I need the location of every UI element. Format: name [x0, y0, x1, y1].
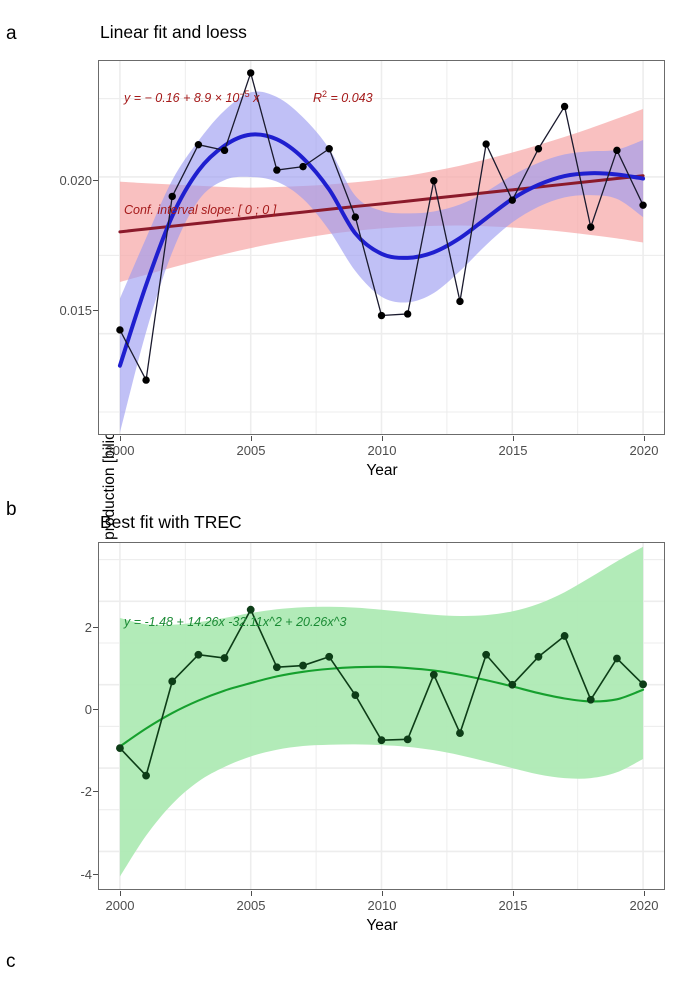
panel-a-xtick-0: 2000	[105, 443, 135, 458]
panel-a-xtickmark-4	[644, 436, 645, 441]
panel-b-xtick-4: 2020	[629, 898, 659, 913]
panel-a-xtick-2: 2010	[367, 443, 397, 458]
panel-a-xtickmark-1	[251, 436, 252, 441]
panel-b-x-axis-label: Year	[366, 917, 398, 934]
panel-a-xtickmark-2	[382, 436, 383, 441]
panel-b-xtickmark-4	[644, 891, 645, 896]
panel-a-xtickmark-0	[120, 436, 121, 441]
panel-b-ytickmark-2	[93, 791, 98, 792]
panel-b-ytick-1: 0	[84, 702, 92, 717]
panel-b-xtick-0: 2000	[105, 898, 135, 913]
panel-a-ytick-0: 0.020	[59, 173, 92, 188]
panel-b-ytickmark-0	[93, 627, 98, 628]
panel-a-ytickmark-1	[93, 310, 98, 311]
panel-b-xtick-3: 2015	[498, 898, 528, 913]
panel-a-xtick-4: 2020	[629, 443, 659, 458]
panel-b-ytickmark-1	[93, 709, 98, 710]
panel-b-ytick-2: -2	[80, 784, 92, 799]
panel-b-plot-area[interactable]	[98, 542, 665, 890]
panel-a-xtick-3: 2015	[498, 443, 528, 458]
panel-a-ytick-1: 0.015	[59, 303, 92, 318]
panel-b-xtickmark-1	[251, 891, 252, 896]
panel-letter-c: c	[6, 951, 16, 972]
panel-letter-a: a	[6, 23, 17, 44]
panel-a-plot-area[interactable]	[98, 60, 665, 435]
panel-b-chart-svg	[99, 543, 664, 889]
panel-b: Best fit with TREC 2 0 -2 -4 2000 2005 2…	[0, 490, 685, 950]
panel-a-xtick-1: 2005	[236, 443, 266, 458]
panel-letter-b: b	[6, 499, 17, 520]
panel-b-xtick-2: 2010	[367, 898, 397, 913]
panel-b-xtickmark-2	[382, 891, 383, 896]
panel-a-x-axis-label: Year	[366, 462, 398, 479]
panel-b-xtickmark-3	[513, 891, 514, 896]
panel-b-ytickmark-3	[93, 874, 98, 875]
panel-b-xtick-1: 2005	[236, 898, 266, 913]
panel-a-xtickmark-3	[513, 436, 514, 441]
panel-a: Linear fit and loess 0.020 0.015 2000 20…	[0, 0, 685, 490]
panel-b-ytick-3: -4	[80, 867, 92, 882]
panel-a-ytickmark-0	[93, 180, 98, 181]
panel-a-chart-svg	[99, 61, 664, 434]
panel-b-title: Best fit with TREC	[100, 512, 242, 532]
panel-a-title: Linear fit and loess	[100, 22, 247, 42]
panel-b-xtickmark-0	[120, 891, 121, 896]
panel-b-ytick-0: 2	[84, 620, 92, 635]
